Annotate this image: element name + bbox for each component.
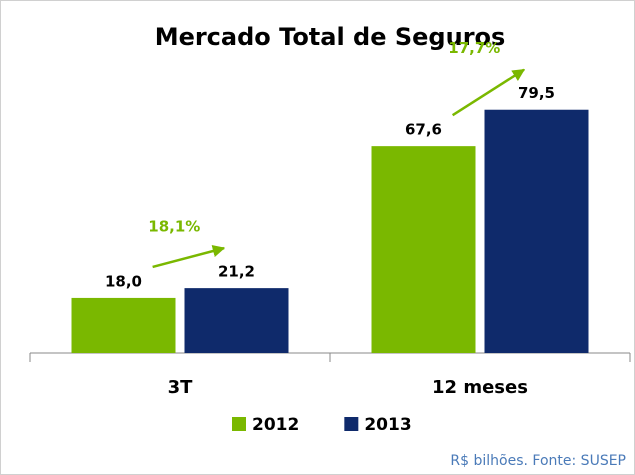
legend-swatch xyxy=(344,417,359,431)
footnote: R$ bilhões. Fonte: SUSEP xyxy=(450,453,626,469)
value-label: 79,5 xyxy=(518,84,555,102)
value-label: 21,2 xyxy=(218,263,255,281)
growth-arrow xyxy=(152,244,226,269)
bar xyxy=(484,109,589,353)
legend-swatch xyxy=(232,417,246,431)
bar xyxy=(371,146,476,353)
growth-arrow xyxy=(451,68,526,117)
growth-label: 18,1% xyxy=(148,218,200,236)
bar xyxy=(184,288,289,353)
value-label: 67,6 xyxy=(405,121,442,139)
value-label: 18,0 xyxy=(105,272,142,290)
x-tick-label: 3T xyxy=(168,377,194,398)
legend-label: 2012 xyxy=(252,415,299,435)
chart-title: Mercado Total de Seguros xyxy=(155,23,506,51)
legend-label: 2013 xyxy=(364,415,411,435)
x-tick-label: 12 meses xyxy=(432,377,528,398)
bar xyxy=(71,297,176,353)
growth-label: 17,7% xyxy=(448,39,500,57)
